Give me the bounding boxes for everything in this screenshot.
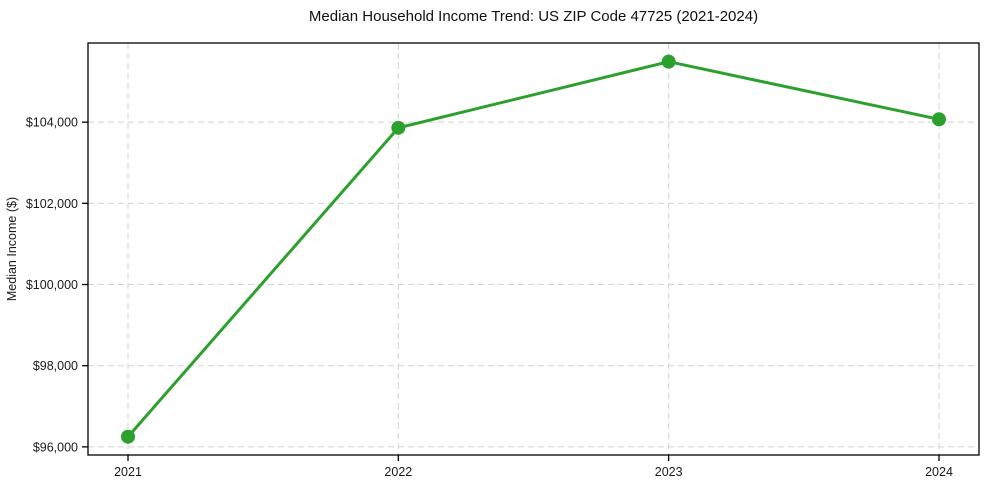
chart-plot-area: $96,000 $98,000 $100,000 $102,000 $104,000 20…: [26, 42, 980, 479]
y-tick-label: $102,000: [26, 197, 78, 211]
x-tick-label: 2023: [655, 465, 683, 479]
y-tick-label: $98,000: [33, 359, 78, 373]
x-tick-label: 2022: [384, 465, 412, 479]
chart-title: Median Household Income Trend: US ZIP Co…: [308, 8, 759, 25]
data-point-2021: [121, 429, 135, 444]
y-tick-label: $100,000: [26, 278, 78, 292]
data-point-2022: [391, 120, 406, 135]
y-tick-label: $96,000: [33, 440, 78, 454]
trend-line: [126, 60, 941, 439]
plot-border: [87, 42, 980, 456]
y-axis-label: Median Income ($): [5, 197, 19, 301]
data-point-2024: [932, 112, 946, 127]
x-tick-label: 2021: [114, 465, 142, 479]
data-point-2023: [661, 54, 676, 69]
x-tick-label: 2024: [925, 465, 953, 479]
y-tick-label: $104,000: [26, 116, 78, 130]
